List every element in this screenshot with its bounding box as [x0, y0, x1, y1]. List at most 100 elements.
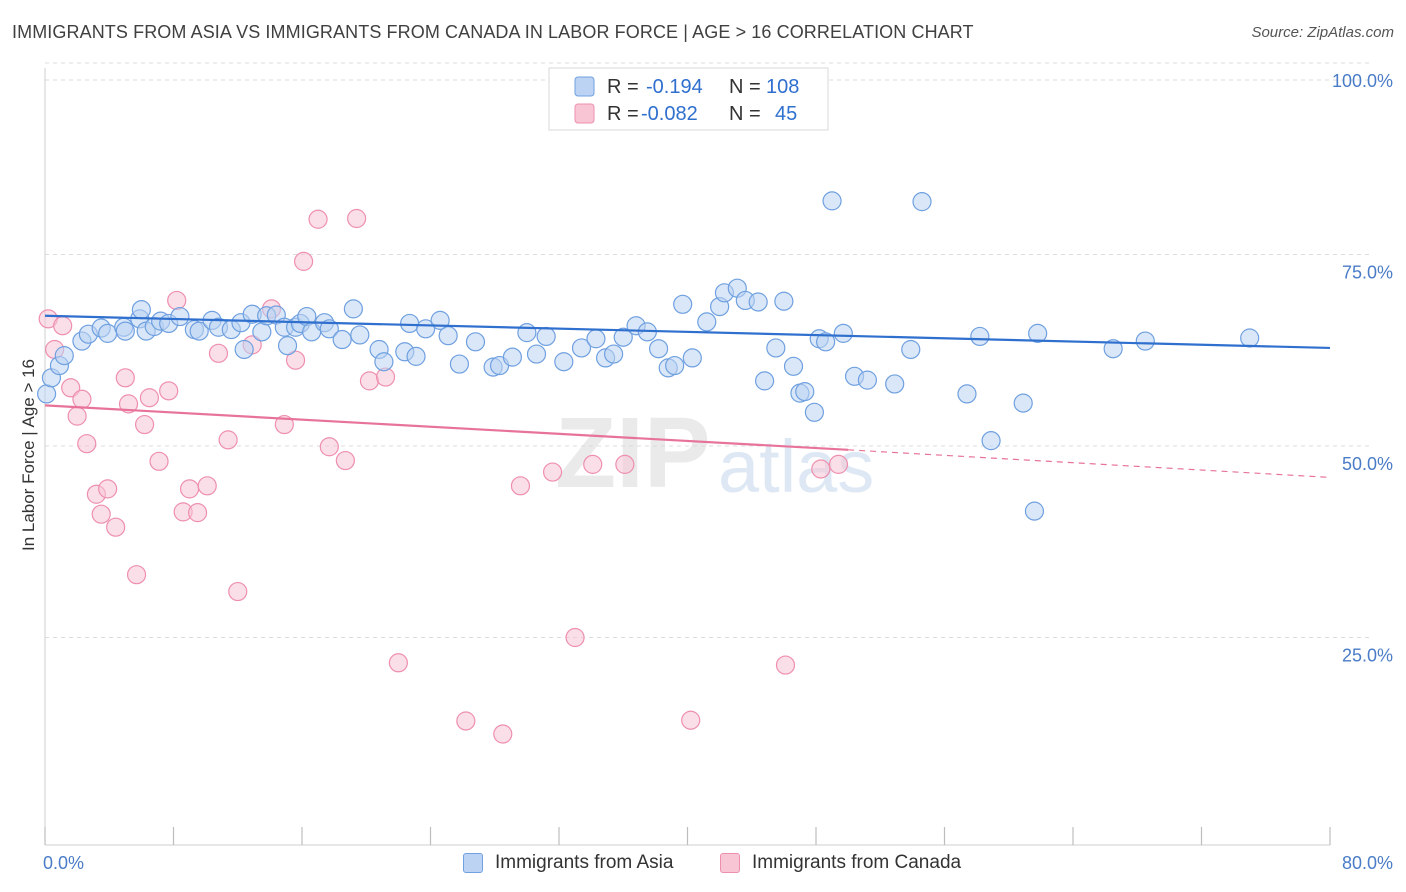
- point-asia: [517, 323, 537, 343]
- legend-canada-swatch-bottom: [720, 853, 740, 873]
- watermark-atlas: atlas: [718, 425, 874, 508]
- point-asia: [465, 332, 486, 352]
- point-asia: [374, 352, 394, 372]
- point-canada: [274, 414, 294, 435]
- point-asia: [502, 347, 523, 367]
- point-asia: [774, 291, 794, 311]
- point-canada: [118, 394, 139, 414]
- point-canada: [615, 454, 635, 474]
- point-canada: [493, 724, 513, 744]
- point-canada: [285, 350, 306, 370]
- point-canada: [319, 437, 339, 457]
- watermark-zip: ZIP: [555, 397, 711, 509]
- legend-canada-label: Immigrants from Canada: [752, 852, 962, 873]
- point-asia: [526, 344, 547, 364]
- point-asia: [234, 339, 254, 360]
- series-asia: [37, 191, 1260, 521]
- point-asia: [586, 329, 606, 349]
- legend-asia-n-label: N =: [729, 76, 761, 98]
- point-canada: [775, 655, 796, 675]
- legend-asia-n-value: 108: [766, 76, 799, 98]
- point-canada: [308, 209, 328, 229]
- point-asia: [571, 338, 592, 358]
- point-asia: [189, 321, 209, 341]
- point-asia: [613, 327, 633, 347]
- point-asia: [332, 329, 352, 350]
- grid-lines: [45, 62, 1370, 638]
- point-asia: [981, 431, 1001, 451]
- point-asia: [885, 374, 905, 394]
- point-canada: [149, 451, 169, 471]
- point-asia: [406, 346, 426, 366]
- point-canada: [159, 381, 179, 401]
- point-canada: [218, 430, 238, 450]
- point-asia: [901, 339, 921, 360]
- legend-canada-r-label: R =: [607, 103, 639, 125]
- legend-canada-r-value: -0.082: [641, 103, 698, 125]
- point-canada: [811, 459, 831, 479]
- point-asia: [673, 294, 693, 314]
- point-asia: [449, 354, 470, 374]
- trend-line-asia: [44, 314, 1331, 350]
- point-canada: [681, 710, 701, 730]
- point-canada: [126, 565, 147, 585]
- point-asia: [438, 326, 458, 346]
- point-asia: [37, 384, 57, 404]
- y-axis-label: In Labor Force | Age > 16: [19, 359, 38, 551]
- y-tick-label: 25.0%: [1342, 646, 1393, 666]
- point-canada: [583, 454, 603, 474]
- point-canada: [67, 406, 87, 426]
- point-canada: [77, 434, 97, 454]
- x-tick-label: 80.0%: [1342, 853, 1393, 873]
- point-asia: [682, 348, 702, 368]
- point-canada: [208, 343, 229, 363]
- point-canada: [359, 371, 380, 391]
- point-asia: [912, 192, 932, 212]
- point-canada: [388, 653, 408, 673]
- point-asia: [766, 338, 786, 358]
- point-asia: [554, 352, 574, 372]
- point-asia: [1028, 323, 1048, 343]
- point-asia: [400, 313, 420, 334]
- point-asia: [970, 326, 990, 347]
- point-asia: [822, 191, 842, 211]
- point-asia: [98, 323, 118, 343]
- legend-box: [548, 67, 829, 131]
- point-asia: [665, 355, 685, 376]
- point-asia: [648, 339, 669, 359]
- point-asia: [1024, 501, 1045, 521]
- point-asia: [277, 336, 298, 356]
- point-canada: [179, 479, 200, 499]
- point-canada: [347, 208, 367, 229]
- legend-asia-swatch-bottom: [463, 853, 483, 873]
- point-canada: [53, 316, 73, 336]
- point-asia: [536, 326, 556, 347]
- point-asia: [604, 344, 624, 364]
- point-asia: [131, 300, 151, 320]
- point-asia: [804, 402, 824, 422]
- point-asia: [1013, 393, 1033, 413]
- point-asia: [783, 356, 804, 376]
- chart-title: IMMIGRANTS FROM ASIA VS IMMIGRANTS FROM …: [12, 22, 974, 42]
- point-asia: [957, 384, 977, 404]
- point-canada: [72, 389, 92, 409]
- legend-asia-r-value: -0.194: [646, 76, 703, 98]
- point-canada: [228, 581, 248, 602]
- legend-canada-swatch: [574, 103, 595, 124]
- trend-line-canada-extension: [848, 449, 1331, 479]
- point-canada: [115, 368, 135, 388]
- legend-asia-swatch: [574, 76, 595, 97]
- point-asia: [1103, 339, 1123, 359]
- point-canada: [197, 476, 217, 496]
- point-canada: [139, 388, 160, 408]
- x-tick-label: 0.0%: [43, 853, 84, 873]
- point-canada: [542, 462, 563, 482]
- point-asia: [857, 370, 878, 390]
- point-asia: [319, 319, 339, 339]
- point-asia: [833, 323, 853, 343]
- point-asia: [1240, 328, 1260, 348]
- y-tick-labels: 100.0% 75.0% 50.0% 25.0%: [1332, 71, 1393, 666]
- trend-line-canada: [44, 404, 849, 451]
- point-canada: [187, 503, 208, 523]
- point-asia: [697, 312, 717, 332]
